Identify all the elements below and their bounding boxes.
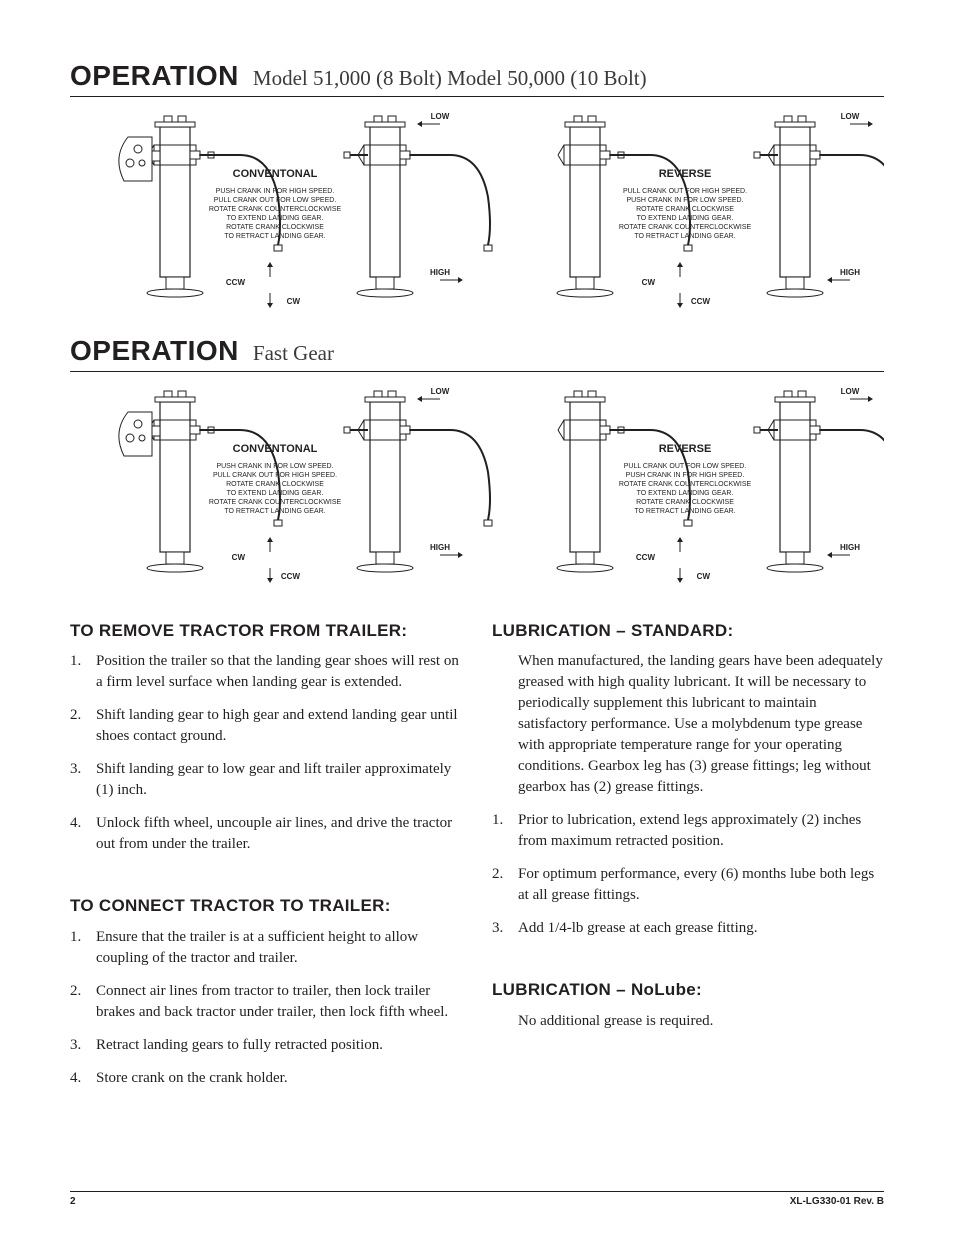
svg-text:ROTATE CRANK COUNTERCLOCKWISE: ROTATE CRANK COUNTERCLOCKWISE	[619, 224, 752, 231]
svg-text:TO EXTEND LANDING GEAR.: TO EXTEND LANDING GEAR.	[637, 490, 734, 497]
operation-title-2: OPERATION Fast Gear	[70, 335, 884, 372]
lubno-heading: LUBRICATION – NoLube:	[492, 979, 884, 1000]
svg-text:REVERSE: REVERSE	[659, 168, 712, 180]
lubstd-heading: LUBRICATION – STANDARD:	[492, 620, 884, 641]
content-columns: TO REMOVE TRACTOR FROM TRAILER: Position…	[70, 620, 884, 1101]
remove-list: Position the trailer so that the landing…	[70, 651, 462, 855]
doc-id: XL-LG330-01 Rev. B	[790, 1196, 884, 1207]
lubstd-list: Prior to lubrication, extend legs approx…	[492, 810, 884, 939]
svg-text:CCW: CCW	[226, 278, 246, 287]
svg-text:TO EXTEND LANDING GEAR.: TO EXTEND LANDING GEAR.	[227, 215, 324, 222]
list-item: Add 1/4-lb grease at each grease fitting…	[492, 918, 884, 939]
operation-word-1: OPERATION	[70, 60, 239, 92]
lubno-intro: No additional grease is required.	[518, 1011, 884, 1032]
operation-title-1: OPERATION Model 51,000 (8 Bolt) Model 50…	[70, 60, 884, 97]
svg-text:PULL CRANK OUT FOR HIGH SPEED.: PULL CRANK OUT FOR HIGH SPEED.	[213, 472, 337, 479]
svg-text:PUSH CRANK IN FOR HIGH SPEED.: PUSH CRANK IN FOR HIGH SPEED.	[216, 188, 335, 195]
svg-text:ROTATE CRANK COUNTERCLOCKWISE: ROTATE CRANK COUNTERCLOCKWISE	[209, 499, 342, 506]
page-number: 2	[70, 1196, 76, 1207]
left-column: TO REMOVE TRACTOR FROM TRAILER: Position…	[70, 620, 462, 1101]
list-item: Retract landing gears to fully retracted…	[70, 1035, 462, 1056]
list-item: For optimum performance, every (6) month…	[492, 864, 884, 906]
lubstd-intro: When manufactured, the landing gears hav…	[518, 651, 884, 798]
svg-text:TO RETRACT LANDING GEAR.: TO RETRACT LANDING GEAR.	[224, 233, 325, 240]
remove-heading: TO REMOVE TRACTOR FROM TRAILER:	[70, 620, 462, 641]
svg-text:LOW: LOW	[841, 387, 860, 396]
svg-text:CCW: CCW	[691, 297, 711, 306]
list-item: Ensure that the trailer is at a sufficie…	[70, 927, 462, 969]
right-column: LUBRICATION – STANDARD: When manufacture…	[492, 620, 884, 1101]
list-item: Shift landing gear to high gear and exte…	[70, 705, 462, 747]
operation-sub-1: Model 51,000 (8 Bolt) Model 50,000 (10 B…	[253, 66, 647, 91]
svg-text:PUSH CRANK IN FOR HIGH SPEED.: PUSH CRANK IN FOR HIGH SPEED.	[626, 472, 745, 479]
connect-list: Ensure that the trailer is at a sufficie…	[70, 927, 462, 1089]
list-item: Unlock fifth wheel, uncouple air lines, …	[70, 813, 462, 855]
svg-text:TO EXTEND LANDING GEAR.: TO EXTEND LANDING GEAR.	[637, 215, 734, 222]
svg-text:CCW: CCW	[281, 572, 301, 581]
svg-text:ROTATE CRANK CLOCKWISE: ROTATE CRANK CLOCKWISE	[636, 206, 734, 213]
svg-text:CONVENTONAL: CONVENTONAL	[233, 168, 318, 180]
list-item: Shift landing gear to low gear and lift …	[70, 759, 462, 801]
list-item: Store crank on the crank holder.	[70, 1068, 462, 1089]
svg-text:PULL CRANK OUT FOR LOW SPEED.: PULL CRANK OUT FOR LOW SPEED.	[214, 197, 337, 204]
operation-word-2: OPERATION	[70, 335, 239, 367]
operation-sub-2: Fast Gear	[253, 341, 334, 366]
list-item: Prior to lubrication, extend legs approx…	[492, 810, 884, 852]
svg-text:PUSH CRANK IN FOR LOW SPEED.: PUSH CRANK IN FOR LOW SPEED.	[216, 463, 333, 470]
svg-text:LOW: LOW	[431, 112, 450, 121]
svg-text:PULL CRANK OUT FOR HIGH SPEED.: PULL CRANK OUT FOR HIGH SPEED.	[623, 188, 747, 195]
svg-text:TO EXTEND LANDING GEAR.: TO EXTEND LANDING GEAR.	[227, 490, 324, 497]
svg-text:HIGH: HIGH	[430, 543, 450, 552]
svg-text:CCW: CCW	[636, 553, 656, 562]
svg-text:CW: CW	[287, 297, 301, 306]
diagram-set-2: CONVENTONAL PUSH CRANK IN FOR LOW SPEED. P…	[70, 382, 884, 592]
svg-text:CONVENTONAL: CONVENTONAL	[233, 443, 318, 455]
svg-text:HIGH: HIGH	[840, 268, 860, 277]
svg-text:TO RETRACT LANDING GEAR.: TO RETRACT LANDING GEAR.	[634, 233, 735, 240]
svg-text:HIGH: HIGH	[430, 268, 450, 277]
svg-text:ROTATE CRANK CLOCKWISE: ROTATE CRANK CLOCKWISE	[636, 499, 734, 506]
svg-text:REVERSE: REVERSE	[659, 443, 712, 455]
svg-text:TO RETRACT LANDING GEAR.: TO RETRACT LANDING GEAR.	[634, 508, 735, 515]
svg-text:TO RETRACT LANDING GEAR.: TO RETRACT LANDING GEAR.	[224, 508, 325, 515]
diagram-set-1: CONVENTONAL PUSH CRANK IN FOR HIGH SPEED.…	[70, 107, 884, 317]
list-item: Position the trailer so that the landing…	[70, 651, 462, 693]
svg-text:CW: CW	[642, 278, 656, 287]
list-item: Connect air lines from tractor to traile…	[70, 981, 462, 1023]
connect-heading: TO CONNECT TRACTOR TO TRAILER:	[70, 895, 462, 916]
svg-text:LOW: LOW	[431, 387, 450, 396]
svg-text:ROTATE CRANK COUNTERCLOCKWISE: ROTATE CRANK COUNTERCLOCKWISE	[209, 206, 342, 213]
svg-text:PULL CRANK OUT FOR LOW SPEED.: PULL CRANK OUT FOR LOW SPEED.	[624, 463, 747, 470]
svg-text:PUSH CRANK IN FOR LOW SPEED.: PUSH CRANK IN FOR LOW SPEED.	[626, 197, 743, 204]
svg-text:ROTATE CRANK CLOCKWISE: ROTATE CRANK CLOCKWISE	[226, 224, 324, 231]
svg-text:ROTATE CRANK CLOCKWISE: ROTATE CRANK CLOCKWISE	[226, 481, 324, 488]
page-footer: 2 XL-LG330-01 Rev. B	[70, 1191, 884, 1207]
svg-text:CW: CW	[232, 553, 246, 562]
svg-text:HIGH: HIGH	[840, 543, 860, 552]
svg-text:ROTATE CRANK COUNTERCLOCKWISE: ROTATE CRANK COUNTERCLOCKWISE	[619, 481, 752, 488]
svg-text:CW: CW	[697, 572, 711, 581]
svg-text:LOW: LOW	[841, 112, 860, 121]
